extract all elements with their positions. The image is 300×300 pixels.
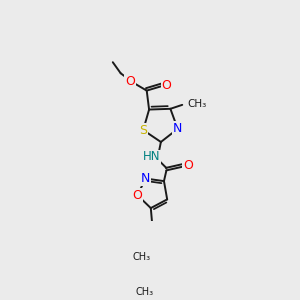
Text: CH₃: CH₃ (188, 99, 207, 109)
Text: CH₃: CH₃ (135, 287, 154, 297)
Text: O: O (125, 75, 135, 88)
Text: HN: HN (143, 151, 160, 164)
Text: O: O (183, 159, 193, 172)
Text: CH₃: CH₃ (133, 252, 151, 262)
Text: O: O (161, 79, 171, 92)
Text: N: N (173, 122, 182, 135)
Text: O: O (133, 189, 142, 202)
Text: N: N (141, 172, 150, 185)
Text: S: S (139, 124, 147, 136)
